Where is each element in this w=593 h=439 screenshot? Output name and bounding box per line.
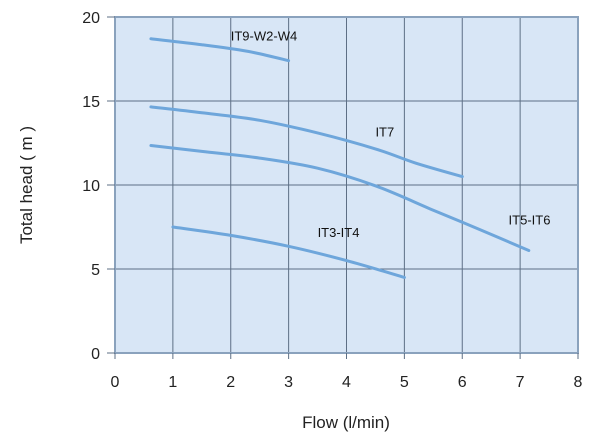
x-tick-label: 3 <box>284 374 293 391</box>
series-label-it7: IT7 <box>375 124 394 139</box>
series-group: IT9-W2-W4 IT7 IT5-IT6 IT3-IT4 <box>149 29 551 279</box>
x-tick-label: 4 <box>342 374 351 391</box>
series-label-it9-w2-w4: IT9-W2-W4 <box>231 29 297 44</box>
y-tick-label: 10 <box>82 178 100 195</box>
grid <box>115 17 578 353</box>
series-label-it5-it6: IT5-IT6 <box>509 212 551 227</box>
series-line-it5-it6 <box>149 144 531 252</box>
x-tick-label: 6 <box>458 374 467 391</box>
x-tick-label: 7 <box>516 374 525 391</box>
x-tick-label: 0 <box>111 374 120 391</box>
x-tick-label: 5 <box>400 374 409 391</box>
x-tick-label: 2 <box>226 374 235 391</box>
x-tick-label: 8 <box>574 374 583 391</box>
series-line-it7 <box>149 105 464 179</box>
tick-marks <box>107 16 579 359</box>
x-tick-labels: 0 1 2 3 4 5 6 7 8 <box>111 374 583 391</box>
y-tick-label: 20 <box>82 10 100 27</box>
series-line-it3-it4 <box>171 225 406 279</box>
series-label-it3-it4: IT3-IT4 <box>318 225 360 240</box>
x-axis-label: Flow (l/min) <box>302 413 390 432</box>
x-tick-label: 1 <box>168 374 177 391</box>
y-axis-label: Total head ( m ) <box>17 126 36 244</box>
y-tick-label: 0 <box>91 346 100 363</box>
y-tick-labels: 0 5 10 15 20 <box>82 10 100 363</box>
y-tick-label: 5 <box>91 262 100 279</box>
series-line-it9-w2-w4 <box>149 37 291 63</box>
y-tick-label: 15 <box>82 94 100 111</box>
